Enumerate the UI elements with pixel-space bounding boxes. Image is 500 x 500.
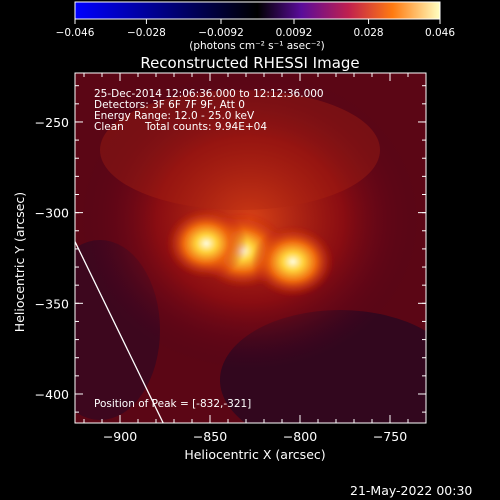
x-tick-label: −850 [193, 429, 227, 444]
limb-line [75, 241, 164, 423]
colorbar-tick-label: −0.0092 [198, 27, 244, 39]
y-tick-label: −400 [35, 387, 69, 402]
y-axis-label: Heliocentric Y (arcsec) [12, 192, 27, 332]
sources [165, 208, 335, 298]
colorbar-ticks: −0.046 −0.028 −0.0092 0.0092 0.028 0.046 [56, 19, 455, 39]
source-blob [165, 208, 248, 279]
y-axis: −250 −300 −350 −400 [35, 85, 426, 413]
image-area [75, 73, 426, 423]
colorbar-gradient [74, 1, 441, 20]
time-range: 25-Dec-2014 12:06:36.000 to 12:12:36.000 [94, 88, 324, 100]
colorbar: −0.046 −0.028 −0.0092 0.0092 0.028 0.046 (pho… [56, 1, 455, 52]
diffuse-emission [100, 90, 380, 210]
total-counts: Total counts: 9.94E+04 [144, 121, 267, 133]
plot-frame [74, 72, 427, 424]
colorbar-tick-label: −0.028 [127, 27, 166, 39]
x-axis-label: Heliocentric X (arcsec) [184, 447, 325, 462]
colorbar-tick-label: −0.046 [56, 27, 95, 39]
colorbar-tick-label: 0.046 [425, 27, 455, 39]
x-tick-label: −900 [103, 429, 137, 444]
x-axis: −900 −850 −800 −750 [83, 73, 427, 444]
y-tick-label: −350 [35, 296, 69, 311]
detectors: Detectors: 3F 6F 7F 9F, Att 0 [94, 99, 245, 111]
source-blob [251, 225, 335, 298]
y-tick-label: −300 [35, 206, 69, 221]
x-tick-label: −750 [373, 429, 407, 444]
y-tick-label: −250 [35, 115, 69, 130]
colorbar-tick-label: 0.0092 [276, 27, 313, 39]
colorbar-unit-label: (photons cm⁻² s⁻¹ asec⁻²) [189, 40, 324, 52]
chart-title: Reconstructed RHESSI Image [140, 54, 359, 72]
energy-range: Energy Range: 12.0 - 25.0 keV [94, 110, 255, 122]
info-panel: 25-Dec-2014 12:06:36.000 to 12:12:36.000… [94, 88, 324, 133]
footer-date: 21-May-2022 00:30 [350, 483, 472, 498]
x-tick-label: −800 [283, 429, 317, 444]
algorithm: Clean [94, 121, 124, 133]
peak-position-label: Position of Peak = [-832,-321] [94, 398, 251, 410]
colorbar-tick-label: 0.028 [354, 27, 384, 39]
